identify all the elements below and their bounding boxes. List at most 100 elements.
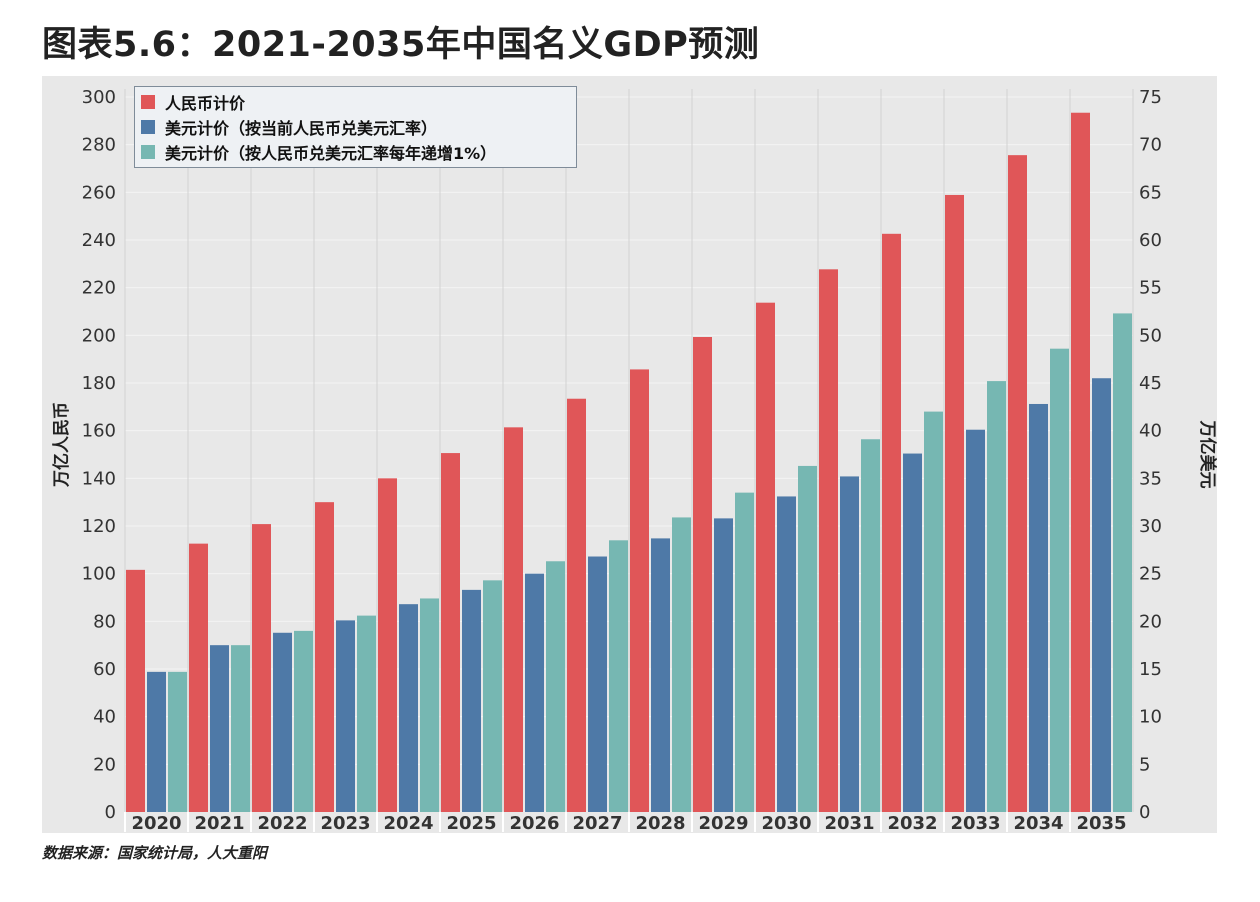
bar-usd-appreciating-2030 [798, 465, 817, 812]
source-note: 数据来源：国家统计局，人大重阳 [42, 844, 268, 862]
y-right-tick-label: 10 [1139, 707, 1162, 728]
bar-usd-current-2030 [777, 496, 796, 812]
x-tick-label: 2027 [572, 813, 622, 834]
bar-usd-current-2034 [1029, 403, 1048, 812]
y-left-tick-label: 300 [82, 87, 116, 108]
bar-usd-appreciating-2022 [294, 630, 313, 812]
bar-rmb-2033 [945, 194, 964, 812]
x-tick-label: 2022 [257, 813, 307, 834]
y-left-tick-label: 100 [82, 564, 116, 585]
bar-usd-appreciating-2034 [1050, 348, 1069, 812]
x-tick-label: 2029 [698, 813, 748, 834]
bar-usd-current-2021 [210, 645, 229, 812]
y-left-tick-label: 60 [93, 659, 116, 680]
bar-usd-appreciating-2035 [1113, 313, 1132, 812]
y-left-tick-label: 20 [93, 754, 116, 775]
y-left-tick-label: 140 [82, 468, 116, 489]
bar-rmb-2035 [1071, 112, 1090, 813]
x-tick-label: 2030 [761, 813, 811, 834]
legend-label-usd-current: 美元计价（按当前人民币兑美元汇率） [165, 118, 438, 138]
y-left-tick-label: 80 [93, 611, 116, 632]
y-left-tick-label: 120 [82, 516, 116, 537]
bar-usd-appreciating-2025 [483, 580, 502, 812]
bar-usd-current-2028 [651, 538, 670, 812]
x-tick-label: 2031 [824, 813, 874, 834]
chart-legend: 人民币计价 美元计价（按当前人民币兑美元汇率） 美元计价（按人民币兑美元汇率每年… [134, 86, 577, 168]
y-right-tick-label: 65 [1139, 182, 1162, 203]
bar-rmb-2027 [567, 398, 586, 812]
y-right-tick-label: 60 [1139, 230, 1162, 251]
bar-usd-current-2020 [147, 671, 166, 812]
y-right-tick-label: 0 [1139, 802, 1150, 823]
bar-rmb-2024 [378, 478, 397, 812]
bar-usd-appreciating-2020 [168, 671, 187, 812]
legend-item-rmb: 人民币计价 [141, 89, 570, 114]
bar-usd-current-2025 [462, 589, 481, 812]
y-left-tick-label: 40 [93, 707, 116, 728]
bar-usd-current-2033 [966, 429, 985, 812]
y-right-tick-label: 50 [1139, 325, 1162, 346]
legend-swatch-usd-current [141, 119, 155, 134]
y-right-tick-label: 75 [1139, 87, 1162, 108]
x-tick-label: 2023 [320, 813, 370, 834]
bar-rmb-2021 [189, 543, 208, 812]
x-tick-label: 2035 [1076, 813, 1126, 834]
legend-item-usd-current: 美元计价（按当前人民币兑美元汇率） [141, 114, 570, 139]
x-tick-label: 2028 [635, 813, 685, 834]
y-left-tick-label: 280 [82, 135, 116, 156]
bar-rmb-2026 [504, 427, 523, 812]
x-tick-label: 2020 [131, 813, 181, 834]
y-left-tick-label: 160 [82, 421, 116, 442]
bar-usd-appreciating-2028 [672, 517, 691, 812]
y-left-tick-label: 0 [105, 802, 116, 823]
bar-usd-current-2027 [588, 556, 607, 812]
y-right-tick-label: 70 [1139, 135, 1162, 156]
legend-label-usd-appreciating: 美元计价（按人民币兑美元汇率每年递增1%） [165, 143, 497, 163]
y-right-tick-label: 55 [1139, 278, 1162, 299]
bar-rmb-2023 [315, 502, 334, 812]
x-tick-label: 2024 [383, 813, 433, 834]
y-right-tick-label: 30 [1139, 516, 1162, 537]
y-right-tick-label: 20 [1139, 611, 1162, 632]
y-left-tick-label: 260 [82, 182, 116, 203]
x-tick-label: 2021 [194, 813, 244, 834]
bar-usd-current-2031 [840, 476, 859, 812]
y-left-tick-label: 180 [82, 373, 116, 394]
x-tick-label: 2033 [950, 813, 1000, 834]
bar-usd-current-2032 [903, 453, 922, 812]
y-left-axis-label: 万亿人民币 [51, 402, 72, 488]
bar-rmb-2025 [441, 453, 460, 812]
bar-usd-appreciating-2023 [357, 615, 376, 812]
bar-usd-appreciating-2029 [735, 492, 754, 812]
y-right-axis-label: 万亿美元 [1197, 420, 1218, 489]
legend-label-rmb: 人民币计价 [165, 93, 246, 113]
bar-rmb-2029 [693, 337, 712, 812]
bar-rmb-2030 [756, 302, 775, 812]
page-title: 图表5.6：2021-2035年中国名义GDP预测 [42, 25, 760, 65]
legend-swatch-rmb [141, 94, 155, 109]
y-left-tick-label: 200 [82, 325, 116, 346]
y-left-tick-label: 220 [82, 278, 116, 299]
bar-usd-current-2026 [525, 573, 544, 812]
bar-rmb-2031 [819, 269, 838, 812]
bar-usd-current-2023 [336, 620, 355, 812]
y-right-tick-label: 40 [1139, 421, 1162, 442]
bar-rmb-2020 [126, 569, 145, 812]
bar-usd-current-2024 [399, 604, 418, 812]
x-tick-label: 2025 [446, 813, 496, 834]
bar-rmb-2032 [882, 233, 901, 812]
bar-usd-appreciating-2026 [546, 561, 565, 812]
bar-usd-appreciating-2031 [861, 439, 880, 812]
bar-usd-appreciating-2024 [420, 598, 439, 812]
y-right-tick-label: 5 [1139, 754, 1150, 775]
bar-rmb-2028 [630, 369, 649, 812]
bar-rmb-2022 [252, 524, 271, 812]
x-tick-label: 2034 [1013, 813, 1063, 834]
y-right-tick-label: 15 [1139, 659, 1162, 680]
bar-usd-current-2035 [1092, 378, 1111, 812]
bar-usd-appreciating-2027 [609, 540, 628, 812]
bar-rmb-2034 [1008, 155, 1027, 813]
y-right-tick-label: 45 [1139, 373, 1162, 394]
y-right-tick-label: 25 [1139, 564, 1162, 585]
